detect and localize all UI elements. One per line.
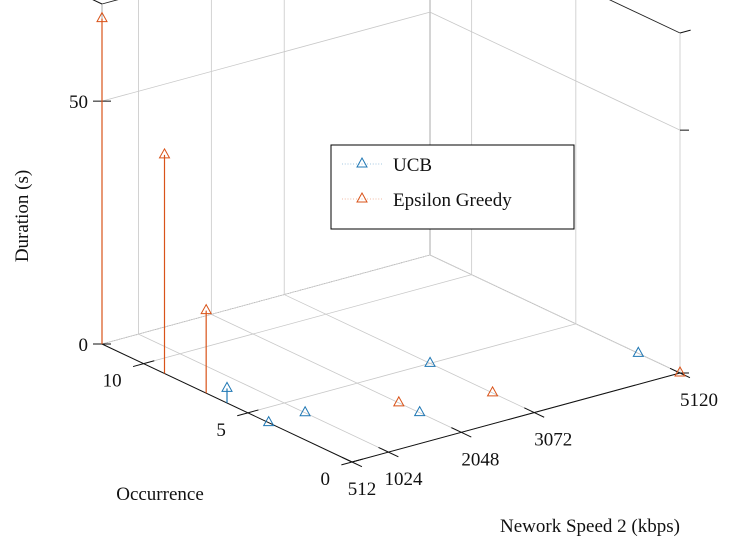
tick-label-x: 512 <box>348 479 377 500</box>
tick-x <box>669 367 681 374</box>
legend-marker-epsilon <box>356 191 368 203</box>
tick-x <box>451 427 462 433</box>
legend-box <box>330 144 575 230</box>
legend-label-epsilon: Epsilon Greedy <box>393 190 512 211</box>
marker-epsilon <box>486 385 499 397</box>
tick-label-y: 0 <box>321 469 331 490</box>
marker-epsilon <box>96 11 108 23</box>
marker-epsilon <box>674 365 686 377</box>
marker-epsilon <box>200 303 213 315</box>
marker-ucb <box>262 415 275 427</box>
box-front-edges <box>101 343 681 463</box>
tick-y <box>247 409 259 414</box>
tick-x <box>92 0 103 5</box>
grid-line-x <box>138 333 389 453</box>
box-edge <box>101 0 119 5</box>
tick-y <box>237 412 248 417</box>
legend-label-ucb: UCB <box>393 155 432 176</box>
grid-line-y <box>247 323 576 414</box>
x-axis-label: Nework Speed 2 (kbps) <box>500 516 680 537</box>
marker-ucb <box>413 405 426 417</box>
z-axis-label: Duration (s) <box>12 170 33 262</box>
tick-label-y: 5 <box>216 420 226 441</box>
y-axis-label: Occurrence <box>116 484 204 505</box>
marker-ucb <box>221 381 233 392</box>
grid-lines <box>101 0 681 463</box>
tick-marks <box>92 0 691 468</box>
tick-y <box>679 29 691 34</box>
marker-ucb <box>299 405 311 417</box>
tick-label-y: 10 <box>103 371 122 392</box>
tick-label-x: 5120 <box>680 390 718 411</box>
tick-y <box>351 458 363 463</box>
x-axis-line <box>351 372 681 463</box>
tick-y <box>341 461 353 466</box>
legend: UCB Epsilon Greedy <box>330 144 575 230</box>
tick-x <box>534 412 545 418</box>
grid-line-y <box>143 274 472 365</box>
tick-label-x: 1024 <box>384 469 423 490</box>
tick-x <box>524 407 535 414</box>
legend-marker-ucb <box>356 156 368 168</box>
tick-x <box>341 456 353 463</box>
data-marks <box>96 11 686 427</box>
marker-ucb <box>424 356 436 367</box>
tick-x <box>378 446 389 453</box>
marker-epsilon <box>392 395 405 407</box>
tick-y <box>132 363 144 368</box>
tick-x <box>351 461 363 468</box>
tick-x <box>388 451 399 458</box>
tick-label-z: 50 <box>69 92 88 113</box>
tick-y <box>143 360 155 365</box>
grid-line-z <box>101 11 431 102</box>
tick-label-z: 0 <box>79 335 89 356</box>
grid-line-z <box>429 11 681 131</box>
marker-epsilon <box>158 147 171 159</box>
tick-labels: 512 1024 2048 3072 5120 0 5 10 0 50 <box>69 92 718 500</box>
box-edge <box>609 0 681 34</box>
marker-ucb <box>632 346 645 357</box>
grid-line-z <box>429 254 681 374</box>
tick-label-x: 3072 <box>534 430 572 451</box>
tick-x <box>461 431 472 438</box>
tick-label-x: 2048 <box>461 449 499 470</box>
grid-line-z <box>101 254 431 345</box>
